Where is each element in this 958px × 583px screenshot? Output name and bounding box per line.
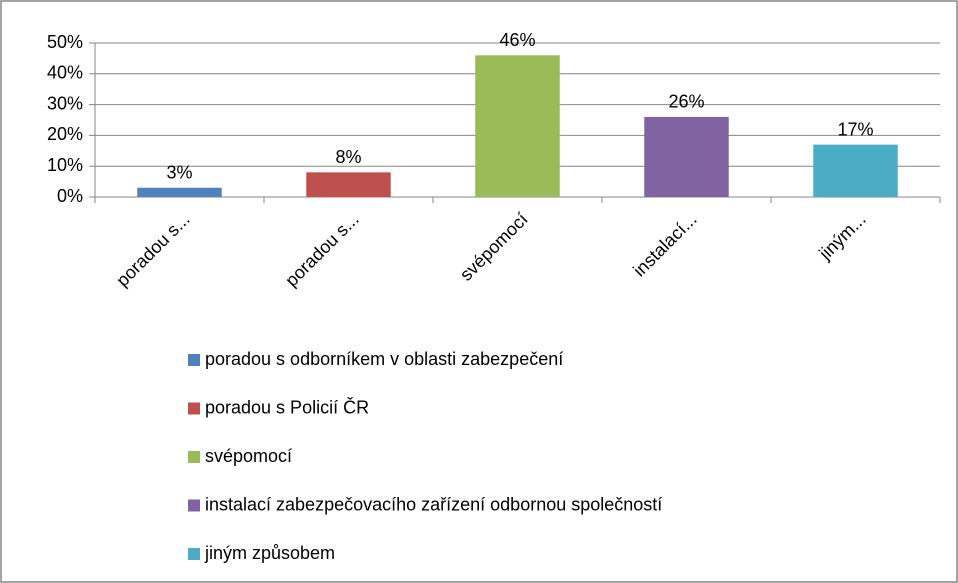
bar <box>813 144 898 197</box>
bar <box>475 55 560 197</box>
legend-swatch <box>188 548 200 560</box>
y-tick-label: 0% <box>57 186 83 206</box>
data-label: 8% <box>335 147 361 167</box>
legend-label: svépomocí <box>205 446 292 466</box>
legend-swatch <box>188 451 200 463</box>
data-label: 46% <box>499 30 535 50</box>
legend-label: poradou s Policií ČR <box>205 396 369 417</box>
legend-label: jiným způsobem <box>204 543 335 563</box>
legend-label: poradou s odborníkem v oblasti zabezpeče… <box>205 349 563 369</box>
legend-swatch <box>188 402 200 415</box>
bar <box>306 172 391 197</box>
y-tick-label: 30% <box>47 93 83 113</box>
y-tick-label: 40% <box>47 63 83 83</box>
y-tick-label: 50% <box>47 32 83 52</box>
y-tick-label: 10% <box>47 155 83 175</box>
legend-label: instalací zabezpečovacího zařízení odbor… <box>205 494 662 514</box>
bar <box>644 116 729 197</box>
legend-swatch <box>188 499 200 512</box>
legend-swatch <box>188 354 200 366</box>
y-tick-label: 20% <box>47 124 83 144</box>
data-label: 17% <box>837 119 873 139</box>
data-label: 26% <box>668 92 704 112</box>
data-label: 3% <box>166 163 192 183</box>
bar <box>137 187 222 197</box>
